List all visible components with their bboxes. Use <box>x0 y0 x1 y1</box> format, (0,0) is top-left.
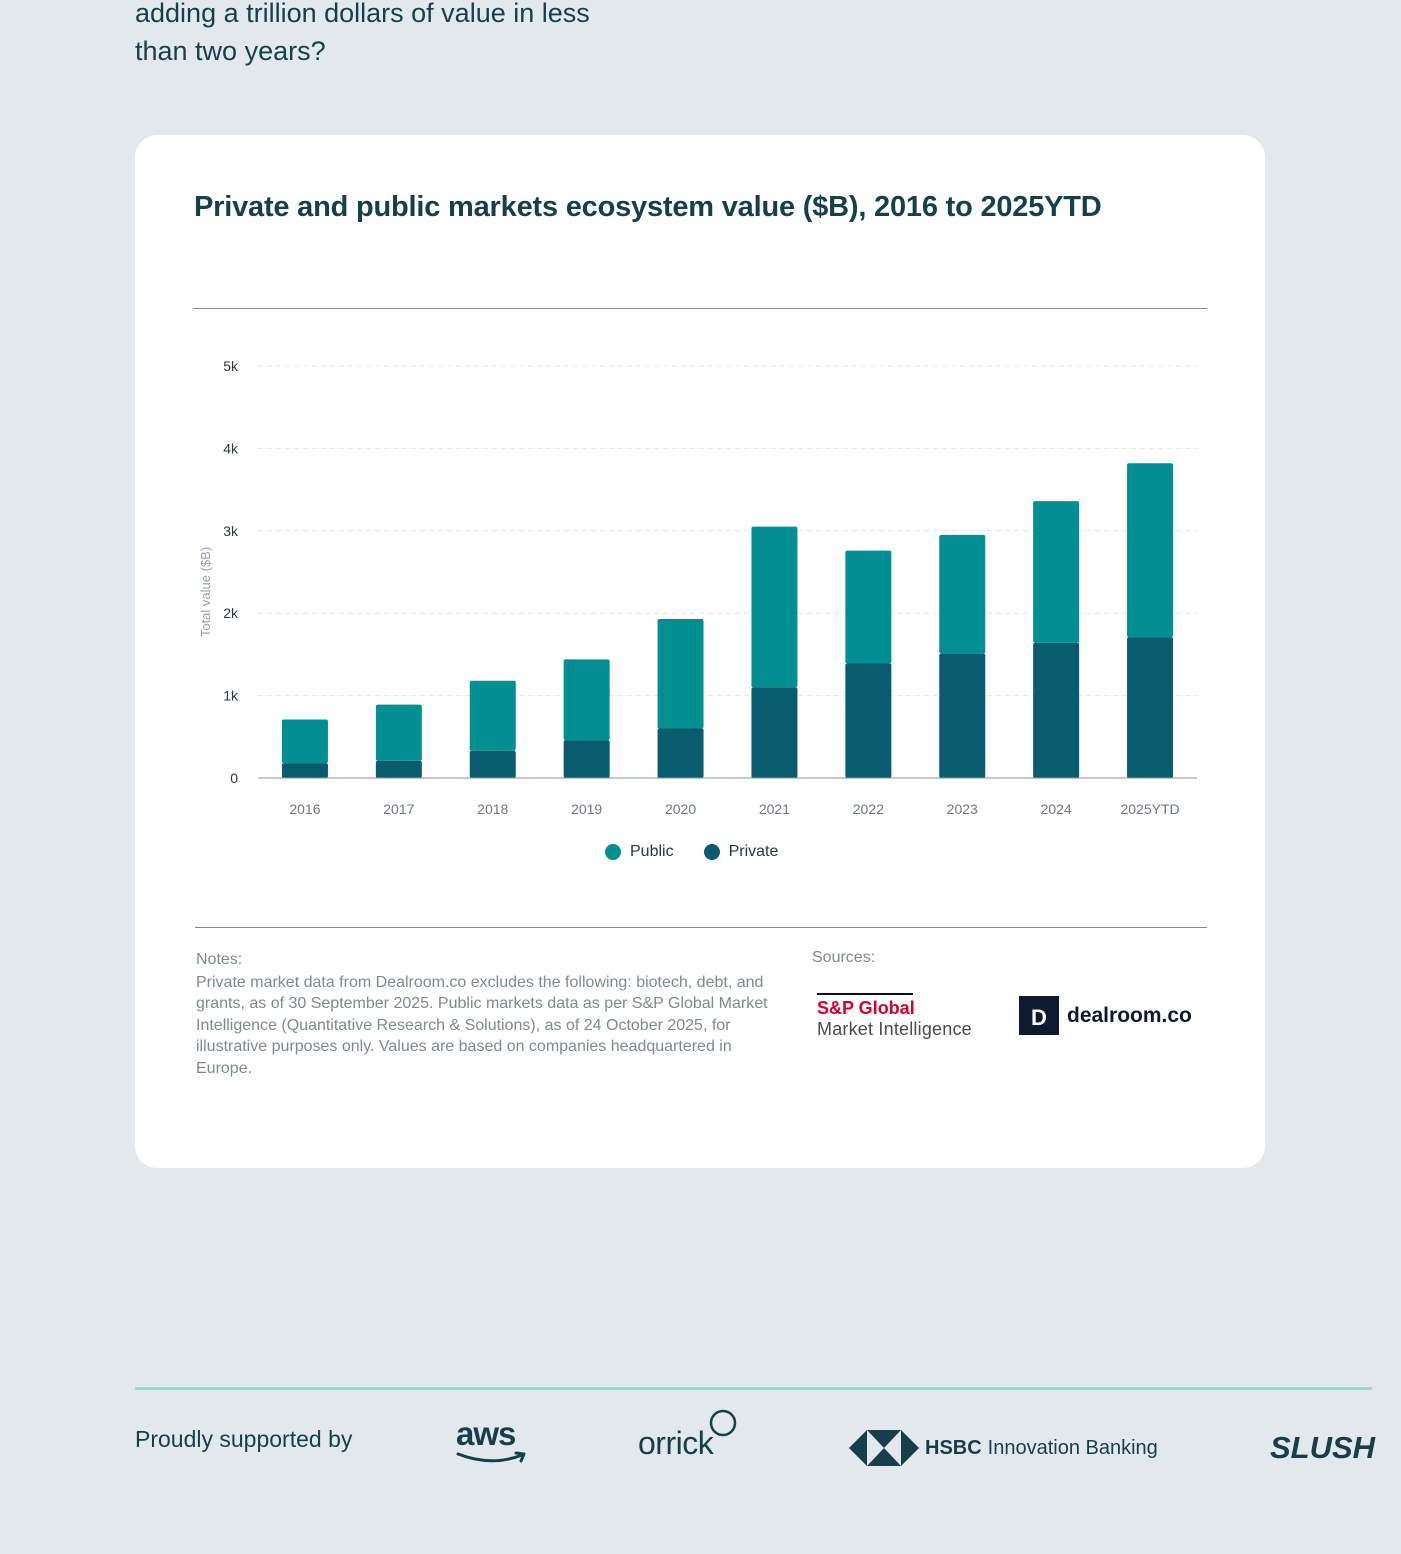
y-tick-label: 5k <box>223 358 239 374</box>
x-tick-label: 2016 <box>289 801 320 817</box>
intro-line-2: than two years? <box>135 36 326 66</box>
chart-title: Private and public markets ecosystem val… <box>194 191 1102 223</box>
y-tick-label: 0 <box>230 770 238 786</box>
bar-public-2016 <box>281 719 328 764</box>
hsbc-wordmark: HSBC <box>925 1436 982 1459</box>
bar-public-2022 <box>845 550 892 664</box>
footer-divider <box>135 1387 1372 1390</box>
x-tick-label: 2021 <box>759 801 790 817</box>
bar-private-2023 <box>939 653 986 778</box>
sources-title: Sources: <box>812 949 876 966</box>
sp-logo-name: S&P Global <box>817 998 915 1018</box>
x-tick-label: 2017 <box>383 801 414 817</box>
bar-public-2023 <box>939 534 986 654</box>
bar-private-2021 <box>751 687 798 778</box>
bar-private-2022 <box>845 663 892 778</box>
dealroom-mark-icon: D <box>1019 996 1059 1035</box>
orrick-logo: orrick <box>638 1409 737 1461</box>
y-tick-label: 4k <box>223 440 239 456</box>
orrick-wordmark: orrick <box>638 1425 714 1461</box>
legend-label: Public <box>630 843 674 860</box>
bar-private-2024 <box>1033 642 1080 778</box>
orrick-ring-icon <box>709 1409 737 1437</box>
y-tick-label: 2k <box>223 605 239 621</box>
y-tick-label: 3k <box>223 523 239 539</box>
notes-text: Private market data from Dealroom.co exc… <box>196 973 768 1077</box>
dealroom-wordmark: dealroom.co <box>1067 1003 1192 1027</box>
intro-text: adding a trillion dollars of value in le… <box>135 0 695 70</box>
bar-private-2025YTD <box>1127 637 1174 778</box>
bar-public-2017 <box>375 704 422 761</box>
divider-bottom <box>195 927 1207 928</box>
y-axis-label: Total value ($B) <box>198 547 213 637</box>
sp-global-logo: S&P Global Market Intelligence <box>817 993 992 1040</box>
aws-smile-icon <box>456 1451 526 1463</box>
hsbc-innovation-banking: Innovation Banking <box>987 1436 1158 1459</box>
x-tick-label: 2018 <box>477 801 508 817</box>
y-tick-label: 1k <box>223 688 239 704</box>
bar-chart: 0 1k 2k 3k 4k 5k Total value ($B) 2016 2017 2018 2… <box>198 358 1197 817</box>
sp-logo-sub: Market Intelligence <box>817 1019 972 1039</box>
bar-public-2024 <box>1033 501 1080 643</box>
bar-private-2019 <box>563 740 610 778</box>
legend-label: Private <box>728 843 779 860</box>
bar-public-2019 <box>563 659 610 741</box>
notes-title: Notes: <box>196 951 243 968</box>
notes: Notes: Private market data from Dealroom… <box>196 949 781 1079</box>
bar-private-2017 <box>375 760 422 778</box>
intro-line-1: adding a trillion dollars of value in le… <box>135 0 590 28</box>
aws-logo: aws <box>456 1417 528 1470</box>
aws-wordmark: aws <box>456 1415 516 1452</box>
dealroom-logo: D dealroom.co <box>1019 996 1192 1035</box>
divider-top <box>193 308 1207 309</box>
chart-card: Private and public markets ecosystem val… <box>135 135 1265 1168</box>
legend-dot-icon <box>605 844 621 860</box>
legend-item-private: Private <box>703 843 779 861</box>
bar-private-2018 <box>469 750 516 778</box>
hsbc-hexagon-icon <box>849 1430 919 1466</box>
chart-legend: Public Private <box>605 843 778 861</box>
bar-public-2018 <box>469 680 516 751</box>
bar-private-2020 <box>657 728 704 778</box>
x-tick-label: 2020 <box>665 801 696 817</box>
supported-by-label: Proudly supported by <box>135 1426 353 1452</box>
x-tick-label: 2022 <box>853 801 884 817</box>
bar-public-2020 <box>657 618 704 729</box>
legend-item-public: Public <box>605 843 674 861</box>
legend-dot-icon <box>703 844 720 860</box>
bar-public-2021 <box>751 526 798 688</box>
hsbc-logo: HSBC Innovation Banking <box>849 1430 1158 1466</box>
sp-logo-bar <box>817 993 913 995</box>
bar-private-2016 <box>281 763 328 778</box>
x-tick-label: 2024 <box>1041 801 1072 817</box>
slush-logo: SLUSH <box>1270 1430 1376 1465</box>
x-tick-label: 2019 <box>571 801 602 817</box>
x-tick-label: 2025YTD <box>1120 801 1179 817</box>
bar-public-2025YTD <box>1127 463 1174 638</box>
x-tick-label: 2023 <box>947 801 978 817</box>
